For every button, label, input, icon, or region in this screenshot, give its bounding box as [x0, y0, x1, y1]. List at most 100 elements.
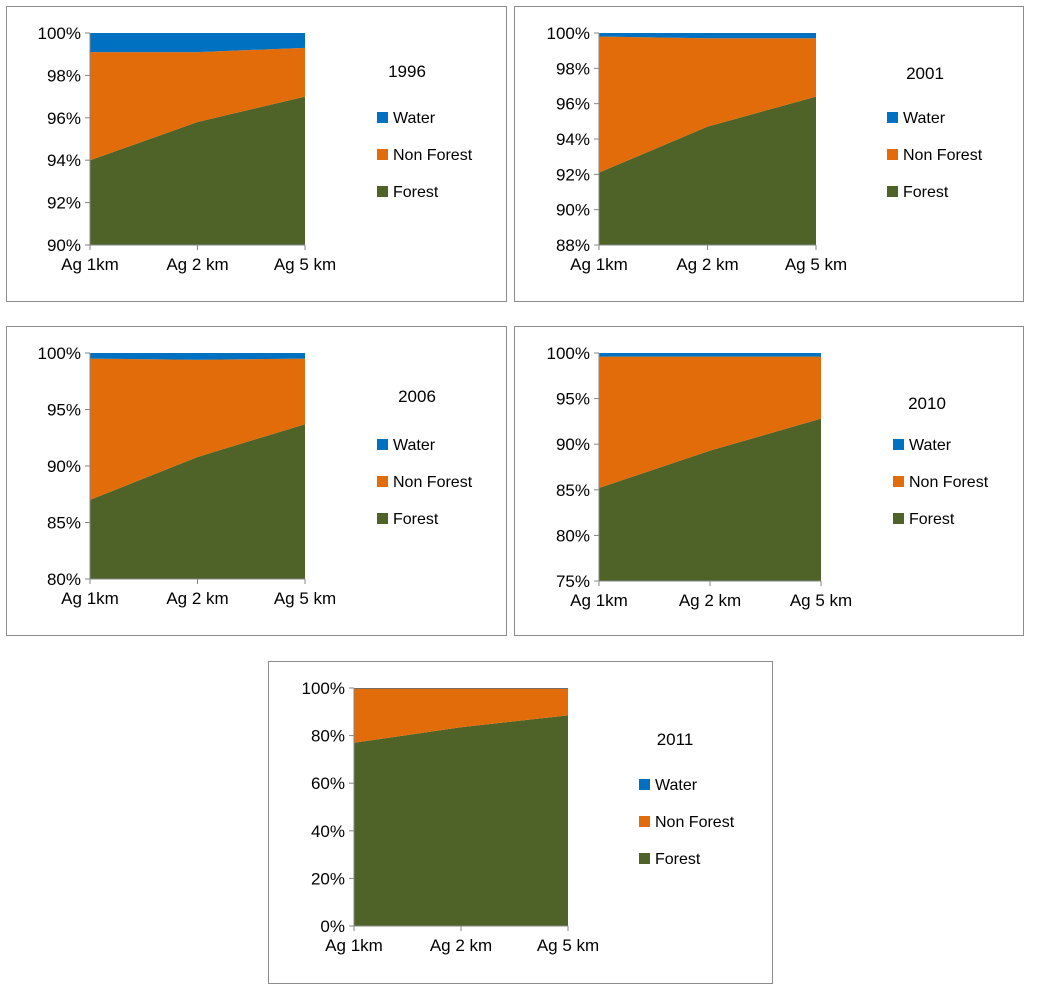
- area-forest: [599, 418, 821, 581]
- y-tick-label: 85%: [556, 481, 590, 500]
- chart-title: 2010: [908, 394, 946, 413]
- y-tick-label: 90%: [47, 236, 81, 255]
- y-tick-label: 96%: [556, 95, 590, 114]
- legend-label-forest: Forest: [909, 511, 955, 528]
- y-tick-label: 94%: [556, 130, 590, 149]
- y-tick-label: 88%: [556, 236, 590, 255]
- area-non-forest: [599, 36, 816, 173]
- chart-2011: 0% 20% 40% 60% 80% 100% Ag 1km Ag 2 km Ag 5 km 20…: [302, 679, 735, 955]
- area-forest: [354, 715, 568, 926]
- legend-label-water: Water: [393, 437, 436, 454]
- legend-label-forest: Forest: [903, 184, 949, 201]
- legend-label-water: Water: [903, 110, 946, 127]
- area-non-forest: [90, 47, 305, 161]
- legend-swatch-water: [887, 112, 898, 123]
- x-tick-label: Ag 1km: [570, 255, 628, 274]
- legend-label-forest: Forest: [393, 511, 439, 528]
- y-tick-label: 85%: [47, 514, 81, 533]
- chart-2010: 75% 80% 85% 90% 95% 100% Ag 1km Ag 2 km Ag 5 km 2…: [547, 344, 989, 610]
- legend-label-non-forest: Non Forest: [909, 474, 989, 491]
- legend-swatch-water: [893, 439, 904, 450]
- legend-swatch-forest: [639, 853, 650, 864]
- y-tick-label: 96%: [47, 109, 81, 128]
- legend-swatch-non-forest: [377, 149, 388, 160]
- y-tick-label: 60%: [311, 774, 345, 793]
- legend-label-non-forest: Non Forest: [393, 147, 473, 164]
- y-tick-label: 80%: [556, 526, 590, 545]
- x-tick-label: Ag 2 km: [166, 589, 228, 608]
- y-tick-label: 40%: [311, 822, 345, 841]
- y-tick-label: 75%: [556, 572, 590, 591]
- legend-label-non-forest: Non Forest: [655, 814, 735, 831]
- y-tick-label: 100%: [302, 679, 345, 698]
- area-forest: [90, 424, 305, 579]
- legend-label-non-forest: Non Forest: [903, 147, 983, 164]
- chart-1996: 90% 92% 94% 96% 98% 100% Ag 1km Ag 2 km Ag 5 km 1…: [38, 24, 473, 274]
- area-water: [90, 353, 305, 360]
- y-tick-label: 95%: [47, 401, 81, 420]
- legend-swatch-water: [377, 439, 388, 450]
- x-tick-label: Ag 2 km: [679, 591, 741, 610]
- legend-swatch-non-forest: [639, 816, 650, 827]
- chart-panel-2006: 80% 85% 90% 95% 100% Ag 1km Ag 2 km Ag 5 km 2006…: [6, 326, 507, 636]
- chart-panel-2010: 75% 80% 85% 90% 95% 100% Ag 1km Ag 2 km Ag 5 km 2…: [514, 326, 1024, 636]
- chart-panel-2001: 88% 90% 92% 94% 96% 98% 100% Ag 1km Ag 2 km Ag 5 …: [514, 6, 1024, 302]
- y-tick-label: 90%: [556, 435, 590, 454]
- area-water: [90, 33, 305, 53]
- x-tick-label: Ag 1km: [61, 589, 119, 608]
- legend-swatch-water: [639, 779, 650, 790]
- y-tick-label: 0%: [320, 917, 345, 936]
- y-tick-label: 92%: [47, 194, 81, 213]
- legend-swatch-forest: [887, 186, 898, 197]
- chart-title: 2011: [657, 730, 694, 749]
- legend-label-water: Water: [393, 110, 436, 127]
- y-tick-label: 100%: [38, 24, 81, 43]
- legend-swatch-water: [377, 112, 388, 123]
- x-tick-label: Ag 5 km: [785, 255, 847, 274]
- chart-2006: 80% 85% 90% 95% 100% Ag 1km Ag 2 km Ag 5 km 2006…: [38, 344, 473, 608]
- y-tick-label: 92%: [556, 165, 590, 184]
- x-tick-label: Ag 2 km: [676, 255, 738, 274]
- legend-label-forest: Forest: [393, 184, 439, 201]
- x-tick-label: Ag 1km: [570, 591, 628, 610]
- chart-2001: 88% 90% 92% 94% 96% 98% 100% Ag 1km Ag 2 km Ag 5 …: [547, 24, 983, 274]
- y-tick-label: 94%: [47, 151, 81, 170]
- chart-title: 2001: [906, 64, 944, 83]
- area-non-forest: [354, 688, 568, 743]
- y-tick-label: 80%: [47, 570, 81, 589]
- legend-label-forest: Forest: [655, 851, 701, 868]
- y-tick-label: 90%: [556, 201, 590, 220]
- legend-label-water: Water: [909, 437, 952, 454]
- area-non-forest: [90, 358, 305, 500]
- x-tick-label: Ag 2 km: [166, 255, 228, 274]
- y-tick-label: 20%: [311, 869, 345, 888]
- legend-swatch-non-forest: [893, 476, 904, 487]
- area-water: [599, 353, 821, 357]
- chart-title: 1996: [388, 62, 426, 81]
- legend-swatch-forest: [893, 513, 904, 524]
- legend-label-non-forest: Non Forest: [393, 474, 473, 491]
- x-tick-label: Ag 1km: [325, 936, 383, 955]
- area-non-forest: [599, 356, 821, 488]
- area-water: [599, 33, 816, 39]
- y-tick-label: 100%: [547, 24, 590, 43]
- legend-swatch-forest: [377, 186, 388, 197]
- y-tick-label: 100%: [38, 344, 81, 363]
- chart-panel-2011: 0% 20% 40% 60% 80% 100% Ag 1km Ag 2 km Ag 5 km 20…: [268, 661, 773, 984]
- x-tick-label: Ag 5 km: [274, 255, 336, 274]
- area-forest: [90, 96, 305, 245]
- y-tick-label: 80%: [311, 727, 345, 746]
- chart-title: 2006: [398, 387, 436, 406]
- x-tick-label: Ag 5 km: [537, 936, 599, 955]
- legend-label-water: Water: [655, 777, 698, 794]
- x-tick-label: Ag 1km: [61, 255, 119, 274]
- legend-swatch-non-forest: [377, 476, 388, 487]
- y-tick-label: 98%: [556, 59, 590, 78]
- x-tick-label: Ag 5 km: [790, 591, 852, 610]
- y-tick-label: 95%: [556, 390, 590, 409]
- y-tick-label: 98%: [47, 66, 81, 85]
- area-forest: [599, 96, 816, 245]
- y-tick-label: 90%: [47, 457, 81, 476]
- chart-panel-1996: 90% 92% 94% 96% 98% 100% Ag 1km Ag 2 km Ag 5 km 1…: [6, 6, 507, 302]
- legend-swatch-non-forest: [887, 149, 898, 160]
